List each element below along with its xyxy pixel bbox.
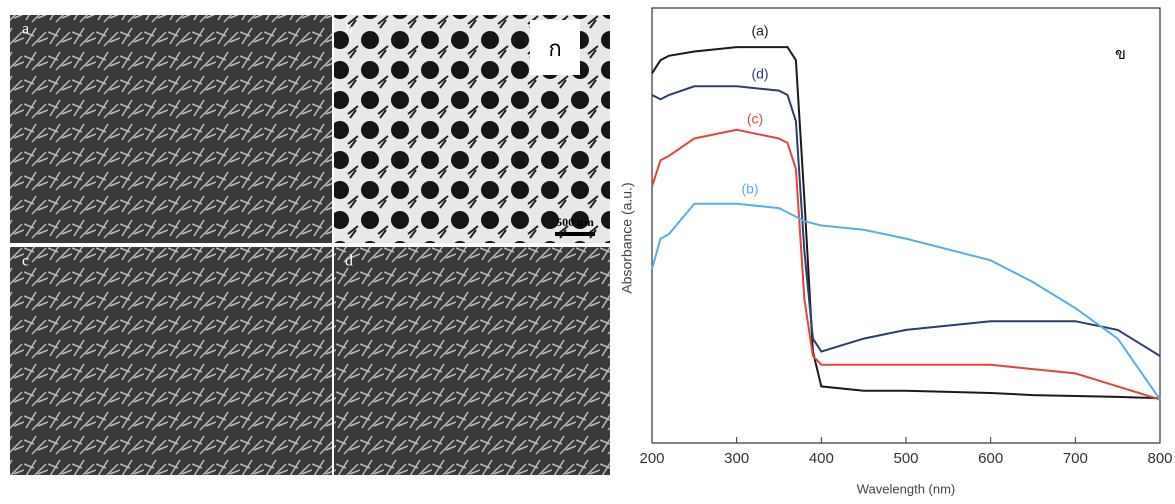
scale-bar-label: 500 nm [556,215,594,229]
sem-image-a [10,15,332,243]
series-label: (b) [741,181,758,197]
series-label: (c) [747,111,763,127]
panel-label: a [22,21,29,38]
sem-image-c [10,247,332,475]
series-label: (d) [751,66,768,82]
plot-frame [652,8,1160,443]
scale-bar [555,232,595,236]
x-tick-label: 300 [724,450,749,467]
x-tick-label: 200 [639,450,664,467]
panel-tag: ก [548,36,561,61]
figure: a b ก 500 nm c d ข Wavelength (nm) Absor… [0,0,1175,499]
x-tick-label: 800 [1147,450,1172,467]
series-line [652,204,1160,400]
x-tick-label: 500 [893,450,918,467]
panel-label: c [22,253,29,270]
x-tick-label: 400 [809,450,834,467]
series-line [652,86,1160,356]
chart-tag: ข [1115,46,1126,63]
panel-label: b [345,21,353,38]
x-axis-label: Wavelength (nm) [857,481,956,496]
series-line [652,47,1160,398]
series-label: (a) [751,23,768,39]
panel-label: d [345,253,353,270]
x-tick-label: 600 [978,450,1003,467]
y-axis-label: Absorbance (a.u.) [619,182,635,293]
sem-image-d [334,247,610,475]
x-tick-label: 700 [1063,450,1088,467]
series-line [652,130,1160,400]
